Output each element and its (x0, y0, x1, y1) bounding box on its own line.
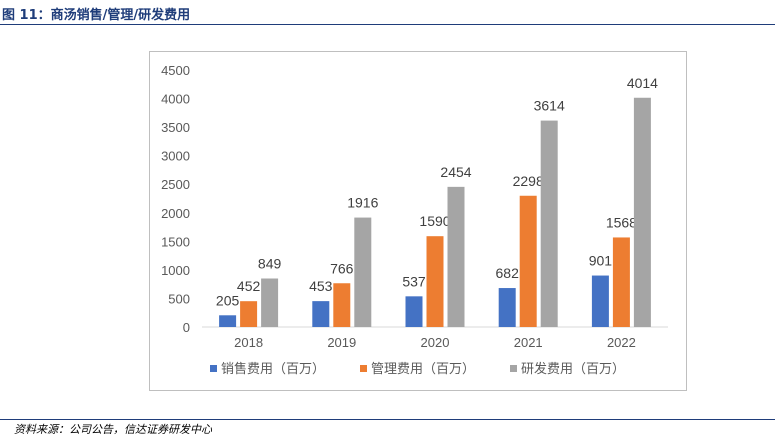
source-divider (0, 419, 775, 420)
bar (405, 296, 423, 327)
legend-label: 研发费用（百万） (521, 361, 625, 376)
x-tick-label: 2018 (234, 335, 263, 350)
data-label: 1916 (347, 195, 378, 211)
x-tick-label: 2022 (607, 335, 636, 350)
data-label: 849 (258, 256, 282, 272)
data-label: 4014 (627, 75, 658, 91)
data-label: 1568 (606, 214, 637, 230)
legend-swatch (510, 365, 517, 372)
x-tick-label: 2019 (327, 335, 356, 350)
bar (612, 237, 630, 327)
bar (240, 301, 258, 327)
y-tick-label: 0 (183, 320, 190, 335)
data-label: 682 (496, 265, 520, 281)
bar (219, 315, 237, 327)
data-label: 1590 (419, 213, 450, 229)
y-tick-label: 1500 (161, 234, 190, 249)
bar (498, 288, 516, 327)
y-tick-label: 1000 (161, 263, 190, 278)
bar (540, 120, 558, 328)
data-label: 453 (309, 278, 333, 294)
bar (633, 97, 651, 327)
bar (261, 278, 279, 327)
bar (519, 195, 537, 327)
bar (426, 236, 444, 327)
bar (447, 186, 465, 327)
data-label: 452 (237, 278, 261, 294)
x-tick-label: 2021 (514, 335, 543, 350)
y-tick-label: 3000 (161, 149, 190, 164)
data-label: 3614 (534, 98, 565, 114)
y-tick-label: 2000 (161, 206, 190, 221)
bar (591, 275, 609, 327)
source-note: 资料来源：公司公告，信达证券研发中心 (14, 423, 212, 436)
legend-swatch (210, 365, 217, 372)
bar (312, 301, 330, 327)
legend-label: 管理费用（百万） (371, 361, 475, 376)
legend-label: 销售费用（百万） (221, 361, 325, 376)
bar (333, 283, 351, 327)
chart-frame: 0 500 1000 1500 2000 2500 3000 3500 4000 4500 2018… (149, 51, 687, 391)
data-label: 537 (402, 273, 426, 289)
data-label: 2298 (513, 173, 544, 189)
x-tick-label: 2020 (421, 335, 450, 350)
bar (354, 217, 372, 327)
y-tick-label: 4000 (161, 92, 190, 107)
y-tick-label: 500 (168, 291, 190, 306)
data-label: 205 (216, 292, 240, 308)
y-tick-label: 4500 (161, 63, 190, 78)
bar-chart: 0 500 1000 1500 2000 2500 3000 3500 4000 4500 2018… (161, 63, 668, 376)
data-label: 766 (330, 260, 354, 276)
figure-title: 图 11：商汤销售/管理/研发费用 (2, 8, 191, 23)
y-tick-label: 2500 (161, 177, 190, 192)
y-tick-label: 3500 (161, 120, 190, 135)
title-divider (0, 24, 775, 25)
data-label: 901 (589, 253, 613, 269)
data-label: 2454 (440, 164, 471, 180)
legend-swatch (360, 365, 367, 372)
